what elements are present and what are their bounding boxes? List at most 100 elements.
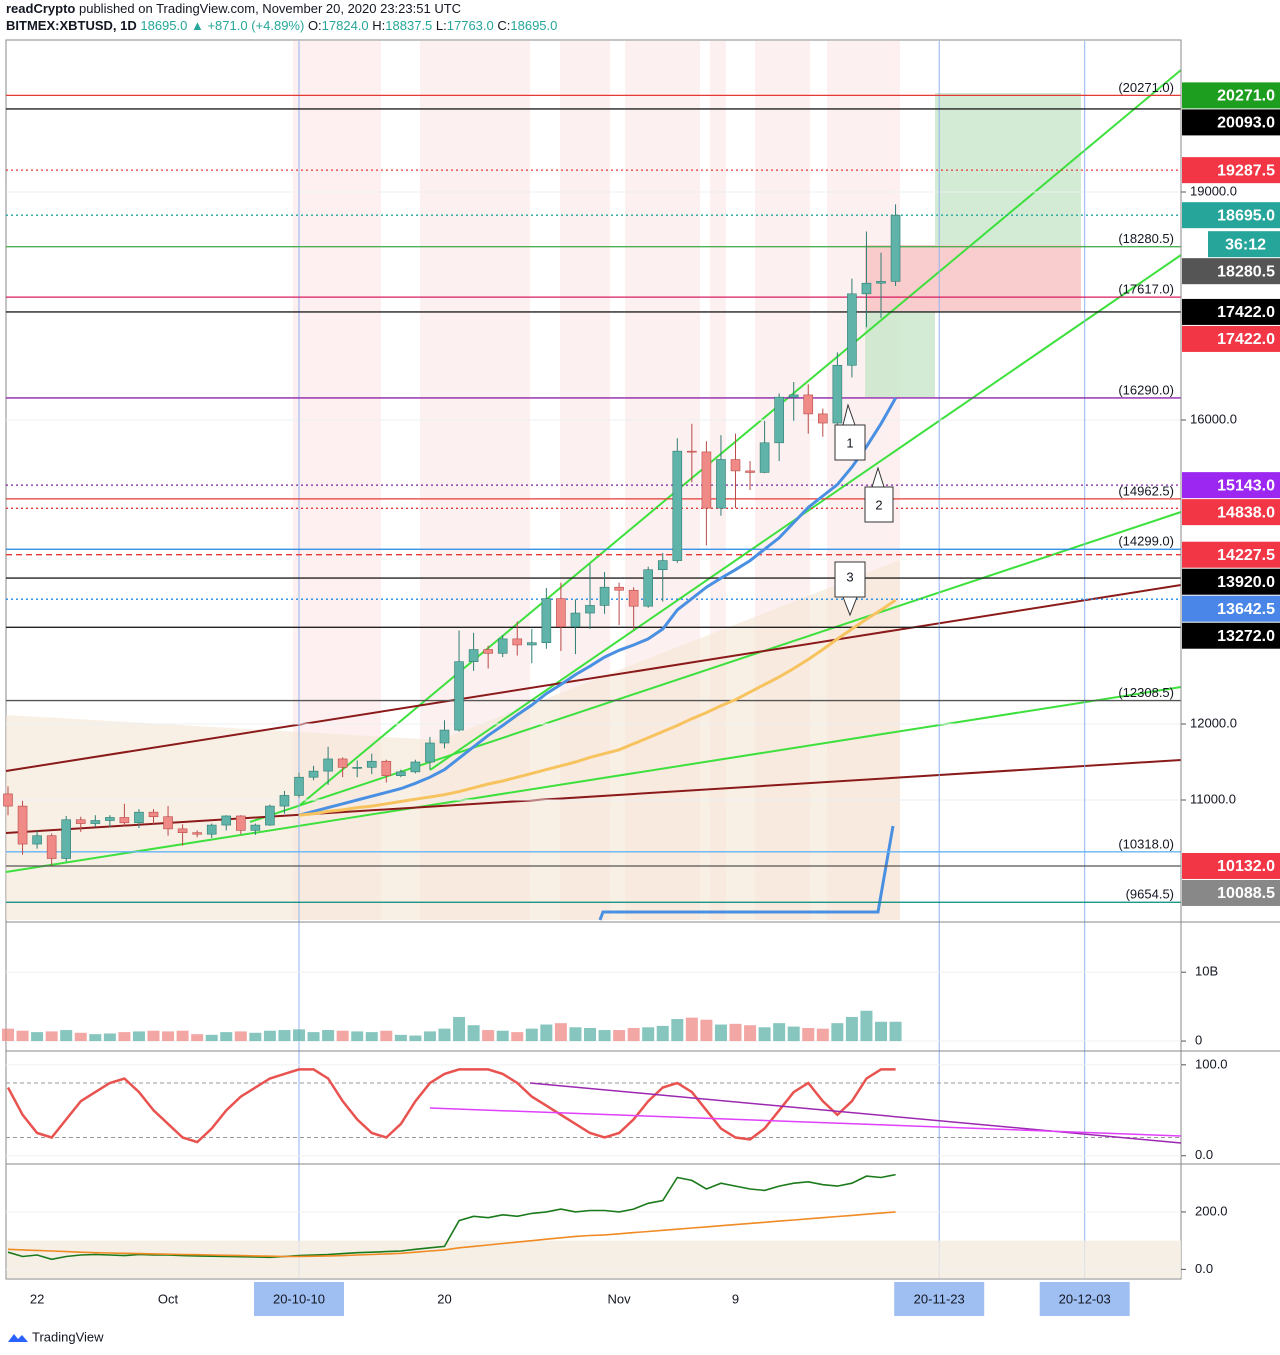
volume-bar bbox=[744, 1025, 757, 1042]
volume-bar bbox=[394, 1034, 407, 1042]
level-label: (20271.0) bbox=[1118, 80, 1174, 95]
x-tick-label: 20-12-03 bbox=[1059, 1291, 1111, 1306]
x-tick-label: Oct bbox=[158, 1291, 179, 1306]
ohlc-key: H: bbox=[372, 18, 385, 33]
callout-label: 2 bbox=[875, 497, 882, 512]
x-tick-label: Nov bbox=[608, 1291, 632, 1306]
volume-bar bbox=[889, 1021, 902, 1042]
volume-bar bbox=[336, 1030, 349, 1042]
candle-body bbox=[177, 828, 188, 833]
price-tag bbox=[1182, 852, 1280, 879]
volume-bar bbox=[875, 1021, 887, 1042]
candle-body bbox=[745, 470, 755, 473]
candle-body bbox=[687, 450, 697, 453]
volume-bar bbox=[176, 1030, 189, 1042]
volume-bar bbox=[685, 1017, 698, 1042]
candle-body bbox=[323, 758, 333, 772]
volume-bar bbox=[293, 1029, 305, 1042]
volume-bar bbox=[467, 1025, 480, 1042]
volume-bar bbox=[860, 1010, 873, 1042]
candle-body bbox=[599, 586, 610, 606]
moving-average bbox=[298, 598, 897, 817]
price-tag-label: 15143.0 bbox=[1217, 477, 1275, 494]
volume-bar bbox=[511, 1032, 524, 1042]
candle-body bbox=[3, 793, 13, 807]
footer: TradingView bbox=[8, 1329, 104, 1344]
candle-body bbox=[585, 605, 595, 614]
candle-body bbox=[512, 638, 523, 646]
price-tag-label: 18695.0 bbox=[1217, 207, 1275, 224]
header-line: readCrypto published on TradingView.com,… bbox=[6, 1, 461, 16]
price-tag-label: 14227.5 bbox=[1217, 547, 1275, 564]
volume-bar bbox=[16, 1030, 29, 1042]
level-label: (14299.0) bbox=[1118, 534, 1174, 549]
price-tag-label: 14838.0 bbox=[1217, 504, 1275, 521]
volume-bar bbox=[831, 1023, 844, 1042]
price-tag-label: 20093.0 bbox=[1217, 115, 1275, 132]
price-tag bbox=[1182, 472, 1280, 499]
candle-body bbox=[32, 835, 42, 845]
candle-body bbox=[847, 293, 857, 366]
symbol: BITMEX:XBTUSD, 1D bbox=[6, 18, 137, 33]
price-tag bbox=[1182, 879, 1280, 906]
osc-trend bbox=[429, 1107, 1182, 1137]
candle-body bbox=[206, 824, 217, 835]
level-label: (14962.5) bbox=[1118, 483, 1174, 498]
volume-bar bbox=[307, 1032, 320, 1042]
candle-body bbox=[774, 396, 784, 444]
volume-bar bbox=[351, 1031, 364, 1042]
candle-body bbox=[381, 760, 392, 776]
candle-body bbox=[75, 819, 86, 824]
volume-bar bbox=[642, 1027, 655, 1042]
level-label: (9654.5) bbox=[1126, 887, 1174, 902]
trend-line bbox=[249, 511, 1182, 823]
candle-body bbox=[396, 771, 406, 776]
candle-body bbox=[425, 742, 435, 763]
candle-body bbox=[628, 589, 639, 607]
x-tick-label: 20-11-23 bbox=[914, 1291, 965, 1306]
volume-bar bbox=[132, 1031, 145, 1042]
author: readCrypto bbox=[6, 1, 75, 16]
price-tag-label: 10088.5 bbox=[1217, 885, 1275, 902]
candle-body bbox=[119, 817, 130, 824]
candle-body bbox=[832, 364, 843, 424]
volume-bar bbox=[409, 1035, 422, 1042]
x-tick-label: 20 bbox=[437, 1291, 451, 1306]
volume-bar bbox=[220, 1032, 233, 1042]
countdown: 36:12 bbox=[1225, 236, 1266, 253]
callout-box bbox=[864, 466, 894, 523]
volume-bar bbox=[700, 1019, 713, 1042]
x-tick-label: 20-10-10 bbox=[273, 1291, 325, 1306]
volume-bar bbox=[554, 1023, 567, 1042]
ohlc-key: L: bbox=[436, 18, 447, 33]
candle-body bbox=[861, 282, 872, 295]
volume-bar bbox=[787, 1026, 800, 1042]
level-label: (10318.0) bbox=[1118, 836, 1174, 851]
y-tick-label: 200.0 bbox=[1195, 1203, 1228, 1218]
moving-average bbox=[298, 397, 897, 817]
change: ▲ +871.0 (+4.89%) bbox=[191, 18, 304, 33]
candle-body bbox=[614, 586, 624, 591]
y-tick-label: 19000.0 bbox=[1190, 183, 1237, 198]
trend-line bbox=[299, 69, 1182, 806]
y-tick-label: 0.0 bbox=[1195, 1261, 1213, 1276]
price-tag bbox=[1182, 499, 1280, 526]
volume-bar bbox=[569, 1027, 582, 1042]
volume-bar bbox=[191, 1034, 204, 1042]
footer-text: TradingView bbox=[32, 1329, 104, 1344]
y-tick-label: 12000.0 bbox=[1190, 715, 1237, 730]
price-tag bbox=[1182, 568, 1280, 595]
ohlc-value: 18695.0 bbox=[510, 18, 557, 33]
candle-body bbox=[90, 820, 101, 824]
candle-body bbox=[352, 767, 363, 769]
price-tag-label: 10132.0 bbox=[1217, 858, 1275, 875]
volume-bar bbox=[263, 1030, 276, 1042]
x-label-highlight bbox=[894, 1282, 985, 1316]
plot: (20271.0) (18280.5) (17617.0) (16290.0) (149… bbox=[3, 41, 1181, 1278]
callout-label: 3 bbox=[846, 569, 853, 584]
volume-bar bbox=[45, 1031, 58, 1042]
trend-line bbox=[5, 686, 1182, 873]
candle-body bbox=[337, 758, 348, 768]
osc-trend bbox=[529, 1082, 1182, 1144]
trend-lines bbox=[5, 69, 1182, 873]
